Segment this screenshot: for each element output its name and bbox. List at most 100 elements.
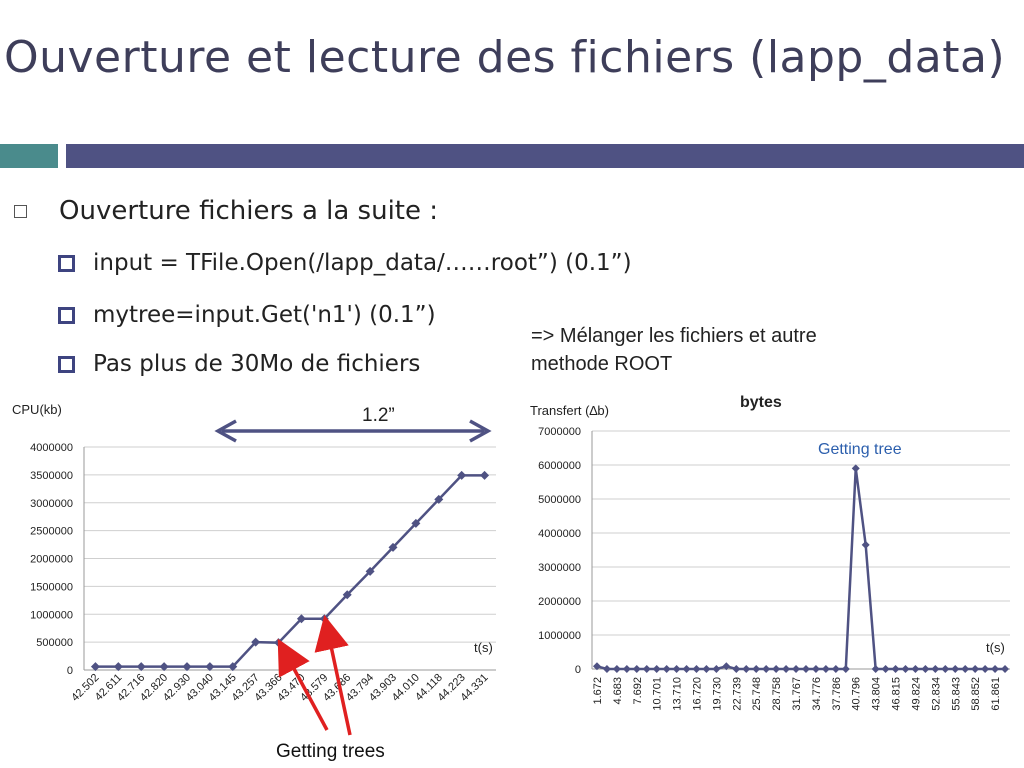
bytes-xtick-label: 31.767 bbox=[791, 677, 803, 711]
interval-arrow-right-head bbox=[469, 419, 492, 443]
bytes-data-point bbox=[941, 665, 950, 673]
bytes-xtick-label: 1.672 bbox=[592, 677, 604, 705]
bytes-ytick-label: 5000000 bbox=[538, 494, 581, 506]
bytes-data-point bbox=[772, 665, 781, 673]
cpu-data-point bbox=[365, 566, 375, 576]
bytes-ytick-label: 3000000 bbox=[538, 562, 581, 574]
bytes-data-point bbox=[742, 665, 751, 673]
bytes-data-point bbox=[682, 665, 691, 673]
bytes-data-point bbox=[782, 665, 791, 673]
bytes-data-point bbox=[672, 665, 681, 673]
red-arrow-2 bbox=[314, 614, 352, 736]
bytes-xtick-label: 13.710 bbox=[672, 677, 684, 711]
bytes-ytick-label: 2000000 bbox=[538, 596, 581, 608]
subbullet-2: mytree=input.Get('n1') (0.1”) bbox=[58, 302, 436, 328]
bytes-data-point bbox=[931, 665, 940, 673]
cpu-ytick-label: 4000000 bbox=[30, 442, 73, 454]
cpu-data-point bbox=[205, 662, 215, 672]
square-bullet-icon bbox=[58, 356, 75, 373]
bytes-chart-ylabel: Transfert (∆b) bbox=[530, 403, 609, 418]
bytes-xtick-label: 28.758 bbox=[771, 677, 783, 711]
bullet-main: Ouverture fichiers a la suite : bbox=[14, 196, 438, 226]
cpu-chart-ylabel: CPU(kb) bbox=[12, 402, 62, 417]
bytes-xtick-label: 43.804 bbox=[871, 677, 883, 711]
cpu-chart-yticks: 4000000 3500000 3000000 2500000 2000000 15000… bbox=[30, 442, 73, 677]
bytes-data-point bbox=[971, 665, 980, 673]
bytes-data-point bbox=[911, 665, 920, 673]
cpu-data-point bbox=[434, 494, 444, 504]
bytes-xtick-label: 16.720 bbox=[692, 677, 704, 711]
cpu-data-point bbox=[457, 470, 467, 480]
getting-tree-annotation: Getting tree bbox=[818, 441, 902, 458]
slide-title: Ouverture et lecture des fichiers (lapp_… bbox=[4, 32, 1006, 83]
interval-arrow: 1.2” bbox=[214, 405, 492, 443]
cpu-data-point bbox=[228, 662, 238, 672]
bytes-data-point bbox=[752, 665, 761, 673]
cpu-data-point bbox=[342, 590, 352, 600]
bytes-xtick-label: 37.786 bbox=[831, 677, 843, 711]
subbullet-1-text: input = TFile.Open(/lapp_data/……root”) (… bbox=[93, 250, 632, 276]
bytes-xtick-label: 55.843 bbox=[950, 677, 962, 711]
bytes-data-point bbox=[831, 665, 840, 673]
subbullet-3-text: Pas plus de 30Mo de fichiers bbox=[93, 351, 421, 377]
bytes-data-point bbox=[612, 665, 621, 673]
bytes-data-point bbox=[1001, 665, 1010, 673]
cpu-ytick-label: 0 bbox=[67, 665, 73, 677]
title-accent-bar-teal bbox=[0, 144, 58, 168]
bytes-data-point bbox=[602, 665, 611, 673]
cpu-ytick-label: 2500000 bbox=[30, 526, 73, 538]
bytes-data-point bbox=[871, 665, 880, 673]
cpu-ytick-label: 500000 bbox=[36, 637, 73, 649]
bytes-chart-gridlines bbox=[592, 430, 1010, 636]
red-arrow-1 bbox=[277, 638, 329, 731]
bytes-xtick-label: 58.852 bbox=[970, 677, 982, 711]
bytes-chart-yticks: 7000000 6000000 5000000 4000000 3000000 20000… bbox=[538, 426, 581, 676]
cpu-data-point bbox=[182, 662, 192, 672]
bytes-data-point bbox=[732, 665, 741, 673]
bytes-data-point bbox=[662, 665, 671, 673]
bytes-data-point bbox=[702, 665, 711, 673]
cpu-chart-xticks: 42.50242.61142.71642.82042.93043.04043.1… bbox=[69, 672, 490, 704]
bytes-xtick-label: 10.701 bbox=[652, 677, 664, 711]
bytes-ytick-label: 0 bbox=[575, 664, 581, 676]
bytes-data-point bbox=[961, 665, 970, 673]
interval-arrow-left-head bbox=[214, 419, 237, 443]
cpu-series-line bbox=[95, 474, 485, 668]
subbullet-3: Pas plus de 30Mo de fichiers bbox=[58, 351, 420, 377]
bytes-data-point bbox=[981, 665, 990, 673]
bytes-chart-xlabel: t(s) bbox=[986, 640, 1005, 655]
side-note-line-2: methode ROOT bbox=[531, 353, 673, 375]
cpu-series-points bbox=[90, 470, 490, 672]
bytes-xtick-label: 52.834 bbox=[930, 677, 942, 711]
bytes-xtick-label: 40.796 bbox=[851, 677, 863, 711]
bytes-chart-xticks: 1.672 4.683 7.692 10.701 13.710 16.720 19.730 2… bbox=[592, 677, 1002, 711]
cpu-ytick-label: 1000000 bbox=[30, 609, 73, 621]
bytes-ytick-label: 6000000 bbox=[538, 460, 581, 472]
bytes-ytick-label: 4000000 bbox=[538, 528, 581, 540]
bytes-ytick-label: 7000000 bbox=[538, 426, 581, 438]
bytes-xtick-label: 19.730 bbox=[711, 677, 723, 711]
bytes-data-point bbox=[851, 464, 860, 473]
bytes-xtick-label: 22.739 bbox=[731, 677, 743, 711]
bytes-xtick-label: 46.815 bbox=[891, 677, 903, 711]
side-note-line-1: => Mélanger les fichiers et autre bbox=[531, 325, 817, 347]
cpu-ytick-label: 3500000 bbox=[30, 470, 73, 482]
title-accent-bar-navy bbox=[66, 144, 1024, 168]
bytes-data-point bbox=[632, 665, 641, 673]
bytes-data-point bbox=[652, 665, 661, 673]
bytes-xtick-label: 49.824 bbox=[910, 677, 922, 711]
cpu-chart: CPU(kb) 4000000 3500000 3000000 2500000 2000… bbox=[12, 402, 496, 704]
cpu-data-point bbox=[136, 662, 146, 672]
bytes-data-point bbox=[891, 665, 900, 673]
hollow-square-bullet-icon bbox=[14, 205, 27, 218]
bytes-data-point bbox=[712, 665, 721, 673]
bytes-data-point bbox=[801, 665, 810, 673]
bytes-series-line bbox=[596, 468, 1006, 671]
bytes-data-point bbox=[642, 665, 651, 673]
bytes-xtick-label: 34.776 bbox=[811, 677, 823, 711]
bytes-xtick-label: 4.683 bbox=[612, 677, 624, 705]
bytes-data-point bbox=[901, 665, 910, 673]
cpu-data-point bbox=[251, 637, 261, 647]
bytes-data-point bbox=[622, 665, 631, 673]
